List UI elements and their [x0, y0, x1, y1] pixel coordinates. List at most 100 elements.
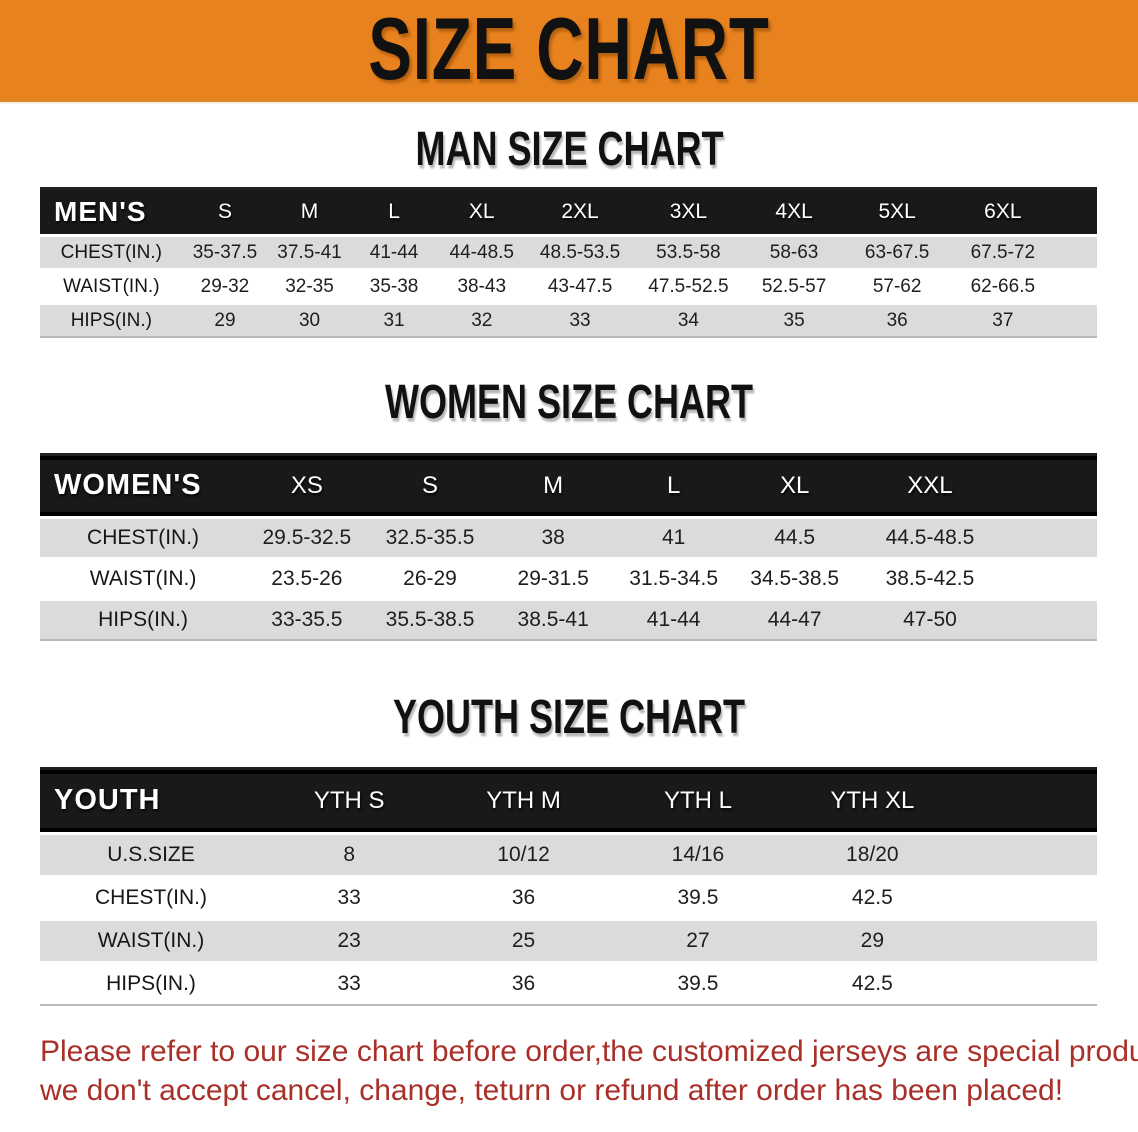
table-row: HIPS(IN.) 33 36 39.5 42.5 [40, 960, 1097, 1005]
youth-size-table: YOUTH YTH S YTH M YTH L YTH XL U.S.SIZE 8 10/12… [40, 766, 1097, 1006]
size-header-cell: XL [436, 188, 528, 238]
youth-size-table-wrap: YOUTH YTH S YTH M YTH L YTH XL U.S.SIZE 8 10/12… [40, 766, 1097, 1006]
data-cell: 35-37.5 [182, 235, 268, 270]
data-cell: 57-62 [844, 268, 950, 304]
data-cell: 29 [785, 917, 960, 963]
data-cell: 29.5-32.5 [246, 517, 368, 558]
data-cell: 52.5-57 [743, 268, 845, 304]
row-label: CHEST(IN.) [40, 874, 262, 920]
data-cell: 8 [261, 833, 437, 877]
row-label: U.S.SIZE [40, 833, 262, 877]
data-cell: 32 [436, 302, 528, 338]
header-row: WOMEN'S XS S M L XL XXL [40, 454, 1097, 519]
data-cell: 31.5-34.5 [613, 556, 734, 599]
row-label: CHEST(IN.) [40, 235, 183, 270]
data-cell: 43-47.5 [527, 268, 633, 304]
size-header-cell: YTH XL [785, 768, 960, 835]
table-corner-label: YOUTH [40, 768, 262, 835]
data-spacer-cell [959, 833, 1097, 877]
row-label: HIPS(IN.) [40, 302, 183, 338]
size-header-cell: XXL [855, 454, 1004, 519]
size-header-cell: XS [246, 454, 368, 519]
data-cell: 34 [632, 302, 744, 338]
data-cell: 14/16 [610, 833, 786, 877]
data-cell: 33 [261, 960, 437, 1005]
data-cell: 39.5 [610, 960, 786, 1005]
men-size-table-wrap: MEN'S S M L XL 2XL 3XL 4XL 5XL 6XL CHEST(IN.) 35-37… [40, 187, 1097, 339]
row-label: WAIST(IN.) [40, 917, 262, 963]
footer-disclaimer-line1: Please refer to our size chart before or… [40, 1034, 1138, 1068]
data-cell: 47-50 [855, 597, 1004, 640]
header-spacer-cell [1003, 454, 1097, 519]
data-cell: 32.5-35.5 [367, 517, 493, 558]
size-header-cell: 5XL [844, 188, 950, 238]
data-spacer-cell [959, 874, 1097, 920]
size-header-cell: L [351, 188, 437, 238]
data-spacer-cell [1055, 235, 1097, 270]
youth-section-title: YOUTH SIZE CHART [0, 688, 1138, 744]
men-section-title: MAN SIZE CHART [0, 120, 1138, 177]
data-cell: 36 [844, 302, 950, 338]
data-cell: 38 [492, 517, 614, 558]
men-section-title-text: MAN SIZE CHART [414, 120, 723, 177]
table-row: CHEST(IN.) 29.5-32.5 32.5-35.5 38 41 44.5 44.5… [40, 517, 1097, 558]
data-cell: 47.5-52.5 [632, 268, 744, 304]
women-size-table: WOMEN'S XS S M L XL XXL CHEST(IN.) 29.5-32.5 32.5… [40, 452, 1097, 641]
data-spacer-cell [1055, 302, 1097, 338]
youth-section-title-text: YOUTH SIZE CHART [392, 688, 745, 744]
data-cell: 38-43 [436, 268, 528, 304]
data-spacer-cell [1055, 268, 1097, 304]
size-header-cell: S [367, 454, 493, 519]
size-header-cell: L [613, 454, 734, 519]
table-corner-label: MEN'S [40, 188, 183, 238]
size-header-cell: YTH L [610, 768, 786, 835]
data-cell: 38.5-41 [492, 597, 614, 640]
data-cell: 37 [949, 302, 1056, 338]
data-cell: 31 [351, 302, 437, 338]
data-cell: 39.5 [610, 874, 786, 920]
data-spacer-cell [959, 960, 1097, 1005]
data-cell: 53.5-58 [632, 235, 744, 270]
data-cell: 26-29 [367, 556, 493, 599]
women-size-table-wrap: WOMEN'S XS S M L XL XXL CHEST(IN.) 29.5-32.5 32.5… [40, 452, 1097, 641]
data-cell: 48.5-53.5 [527, 235, 633, 270]
data-cell: 27 [610, 917, 786, 963]
data-cell: 35 [743, 302, 845, 338]
row-label: HIPS(IN.) [40, 960, 262, 1005]
data-cell: 42.5 [785, 960, 960, 1005]
data-cell: 30 [267, 302, 352, 338]
table-row: CHEST(IN.) 35-37.5 37.5-41 41-44 44-48.5 48.5… [40, 235, 1097, 270]
size-header-cell: M [267, 188, 352, 238]
women-section-title-text: WOMEN SIZE CHART [384, 374, 753, 430]
data-spacer-cell [1003, 597, 1097, 640]
data-cell: 44-47 [733, 597, 856, 640]
data-cell: 29-31.5 [492, 556, 614, 599]
size-header-cell: 3XL [632, 188, 744, 238]
size-header-cell: YTH M [436, 768, 611, 835]
data-cell: 44.5 [733, 517, 856, 558]
data-cell: 44-48.5 [436, 235, 528, 270]
data-cell: 38.5-42.5 [855, 556, 1004, 599]
header-row: MEN'S S M L XL 2XL 3XL 4XL 5XL 6XL [40, 188, 1097, 238]
table-row: WAIST(IN.) 23 25 27 29 [40, 917, 1097, 963]
header-row: YOUTH YTH S YTH M YTH L YTH XL [40, 768, 1097, 835]
row-label: HIPS(IN.) [40, 597, 247, 640]
data-cell: 23.5-26 [246, 556, 368, 599]
row-label: WAIST(IN.) [40, 268, 183, 304]
men-size-table: MEN'S S M L XL 2XL 3XL 4XL 5XL 6XL CHEST(IN.) 35-37… [40, 187, 1097, 339]
banner-title: SIZE CHART [368, 0, 770, 99]
data-cell: 36 [436, 960, 611, 1005]
data-cell: 62-66.5 [949, 268, 1056, 304]
size-header-cell: 2XL [527, 188, 633, 238]
data-cell: 32-35 [267, 268, 352, 304]
header-spacer-cell [1055, 188, 1097, 238]
data-cell: 25 [436, 917, 611, 963]
women-section-title: WOMEN SIZE CHART [0, 374, 1138, 430]
data-cell: 34.5-38.5 [733, 556, 856, 599]
table-row: WAIST(IN.) 23.5-26 26-29 29-31.5 31.5-34.5 34… [40, 556, 1097, 599]
size-header-cell: YTH S [261, 768, 437, 835]
data-cell: 23 [261, 917, 437, 963]
data-cell: 63-67.5 [844, 235, 950, 270]
data-cell: 58-63 [743, 235, 845, 270]
